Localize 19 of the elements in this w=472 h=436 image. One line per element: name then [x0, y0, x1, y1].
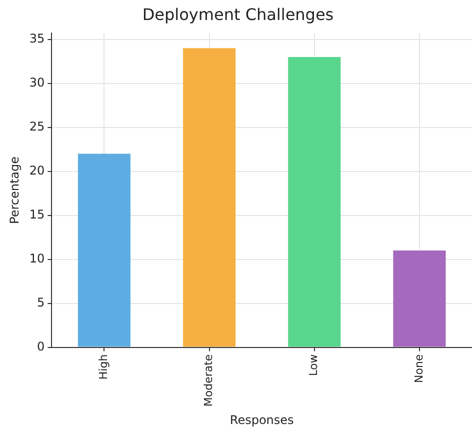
bar: [78, 154, 130, 347]
chart-title: Deployment Challenges: [142, 4, 334, 24]
x-tick-label: Moderate: [202, 354, 216, 407]
y-tick-label: 0: [37, 339, 45, 354]
y-tick-label: 35: [29, 31, 45, 46]
bar: [183, 48, 236, 347]
bar: [393, 250, 446, 347]
y-tick-label: 20: [29, 163, 45, 178]
x-tick-label: High: [97, 354, 110, 380]
bar: [288, 56, 341, 347]
y-tick-label: 15: [29, 207, 45, 222]
y-axis-title: Percentage: [7, 156, 22, 224]
x-tick-label: Low: [307, 354, 320, 376]
y-tick-label: 25: [29, 119, 45, 134]
y-tick-label: 10: [29, 251, 45, 266]
x-axis-title: Responses: [230, 412, 294, 427]
x-tick-label: None: [412, 354, 426, 383]
y-tick-label: 30: [29, 75, 45, 90]
y-tick-label: 5: [37, 295, 45, 310]
